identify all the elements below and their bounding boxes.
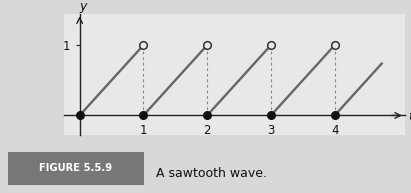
Text: FIGURE 5.5.9: FIGURE 5.5.9	[39, 163, 113, 173]
Text: y: y	[79, 0, 87, 13]
Text: t: t	[408, 110, 411, 123]
Text: A sawtooth wave.: A sawtooth wave.	[156, 167, 267, 180]
